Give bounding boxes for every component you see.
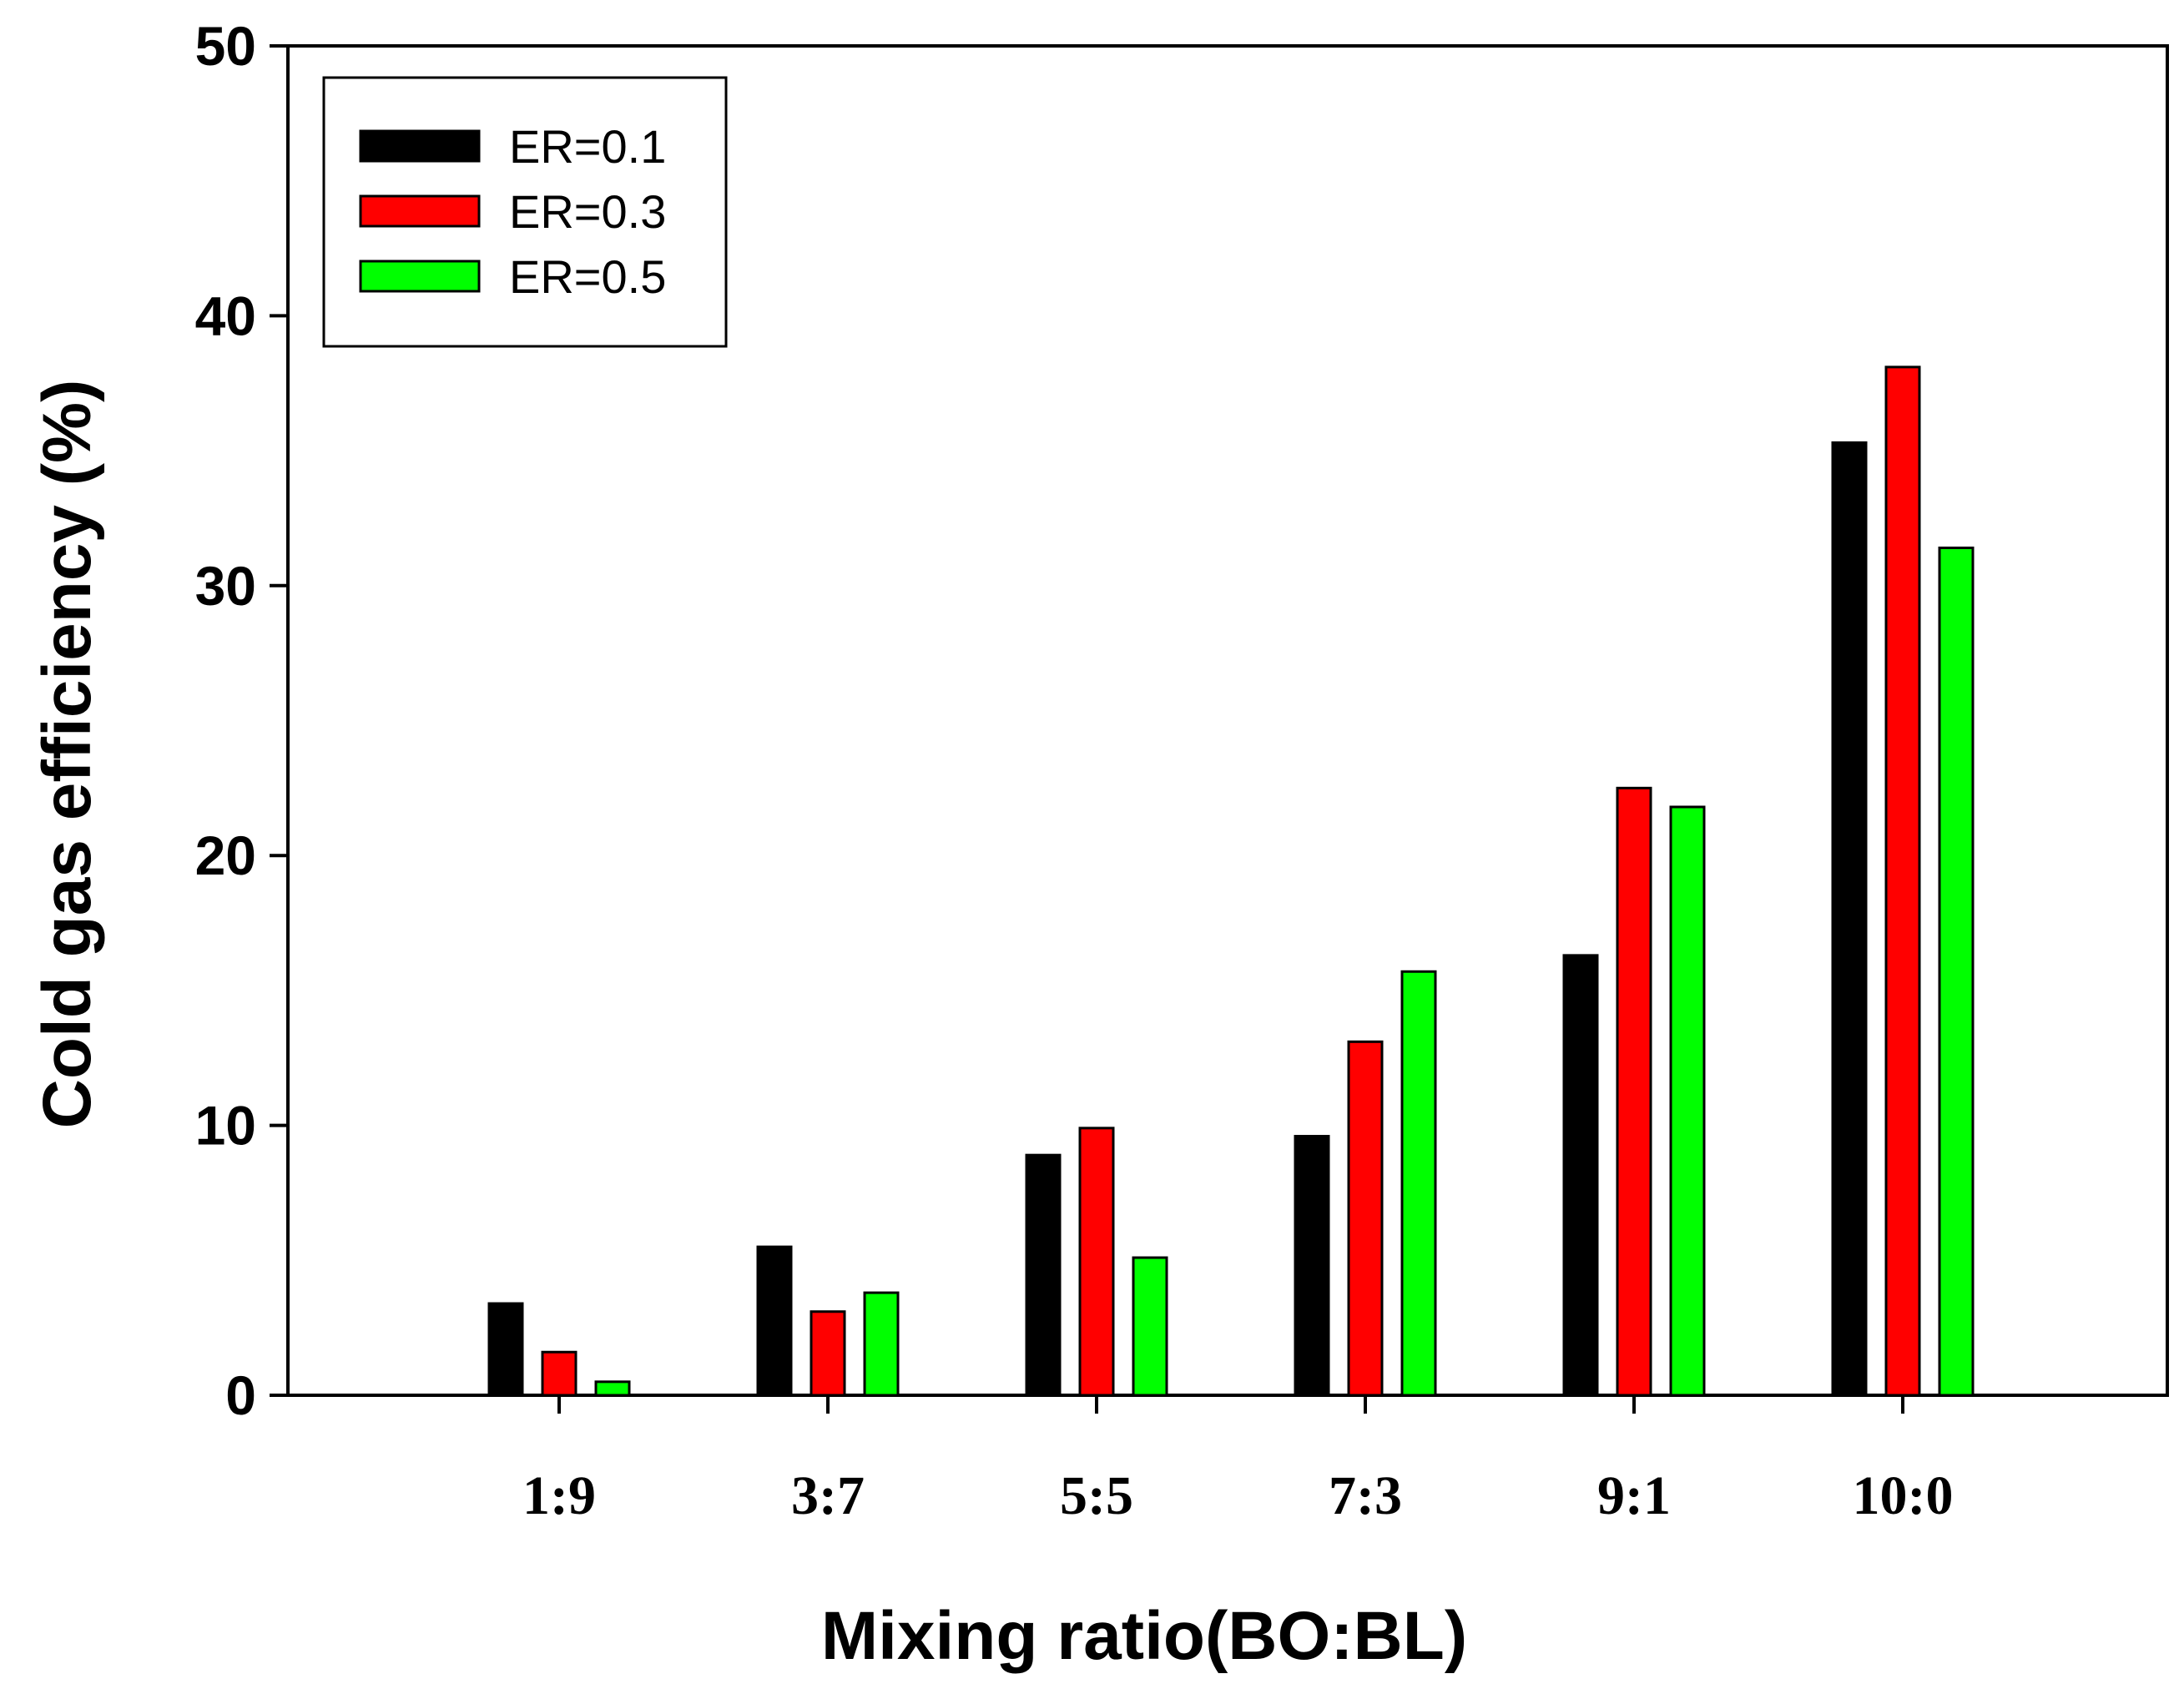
bar-er-0-1-5-5 xyxy=(1025,1153,1062,1397)
bar-er-0-5-1-9 xyxy=(594,1380,631,1397)
y-tick-label: 40 xyxy=(195,285,256,346)
bar-er-0-5-10-0 xyxy=(1938,547,1975,1397)
legend: ER=0.1 ER=0.3 ER=0.5 xyxy=(322,76,728,348)
y-tick-label: 30 xyxy=(195,555,256,617)
y-axis: 0 10 20 30 40 50 xyxy=(195,15,288,1426)
y-tick-label: 20 xyxy=(195,824,256,886)
x-tick-label: 7:3 xyxy=(1329,1465,1402,1526)
bar-er-0-1-10-0 xyxy=(1831,441,1868,1397)
bars xyxy=(487,366,1975,1397)
legend-label: ER=0.3 xyxy=(509,185,666,238)
bar-er-0-3-7-3 xyxy=(1347,1040,1384,1397)
legend-swatch xyxy=(359,129,481,163)
x-tick-label: 9:1 xyxy=(1597,1465,1671,1526)
bar-er-0-1-3-7 xyxy=(756,1245,793,1397)
legend-swatch xyxy=(359,260,481,293)
legend-label: ER=0.5 xyxy=(509,250,666,303)
bar-er-0-1-1-9 xyxy=(487,1302,524,1397)
x-axis-title: Mixing ratio(BO:BL) xyxy=(821,1598,1467,1674)
bar-er-0-3-1-9 xyxy=(541,1350,578,1397)
x-tick-label: 5:5 xyxy=(1060,1465,1133,1526)
legend-swatch xyxy=(359,194,481,228)
x-tick-label: 1:9 xyxy=(522,1465,596,1526)
bar-er-0-3-5-5 xyxy=(1078,1127,1115,1397)
bar-er-0-5-9-1 xyxy=(1669,805,1706,1397)
legend-label: ER=0.1 xyxy=(509,120,666,173)
bar-er-0-3-10-0 xyxy=(1884,366,1921,1397)
y-axis-title: Cold gas efficiency (%) xyxy=(29,380,105,1129)
bar-er-0-5-3-7 xyxy=(863,1291,900,1397)
bar-er-0-5-5-5 xyxy=(1132,1256,1168,1397)
y-tick-label: 50 xyxy=(195,15,256,77)
bar-er-0-3-9-1 xyxy=(1616,786,1652,1397)
y-tick-label: 10 xyxy=(195,1095,256,1157)
y-tick-label: 0 xyxy=(225,1364,256,1426)
bar-er-0-5-7-3 xyxy=(1400,970,1437,1397)
bar-er-0-3-3-7 xyxy=(810,1310,846,1397)
x-axis: 1:9 3:7 5:5 7:3 9:1 10:0 xyxy=(522,1395,1953,1526)
bar-er-0-1-9-1 xyxy=(1562,954,1599,1397)
bar-er-0-1-7-3 xyxy=(1294,1135,1330,1397)
x-tick-label: 10:0 xyxy=(1853,1465,1954,1526)
x-tick-label: 3:7 xyxy=(791,1465,865,1526)
